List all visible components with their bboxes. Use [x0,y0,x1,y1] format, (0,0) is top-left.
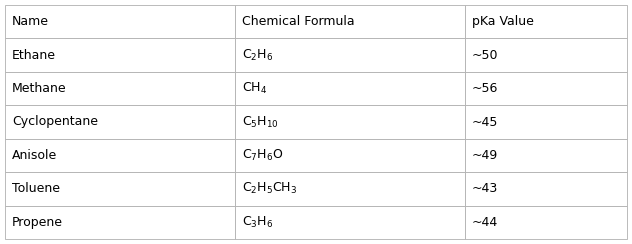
Text: ~49: ~49 [472,149,498,162]
Bar [235,38,465,72]
Text: Methane: Methane [12,82,66,95]
Bar [465,206,627,239]
Bar [465,105,627,139]
Text: Ethane: Ethane [12,49,56,62]
Bar [465,139,627,172]
Bar [5,5,235,38]
Bar [465,5,627,38]
Bar [235,172,465,206]
Text: ~44: ~44 [472,216,498,229]
Text: ~56: ~56 [472,82,499,95]
Bar [5,172,235,206]
Bar [235,72,465,105]
Bar [5,139,235,172]
Bar [235,206,465,239]
Bar [465,38,627,72]
Bar [235,105,465,139]
Bar [235,139,465,172]
Text: C$_5$H$_{10}$: C$_5$H$_{10}$ [242,114,279,130]
Text: pKa Value: pKa Value [472,15,534,28]
Bar [5,105,235,139]
Bar [465,72,627,105]
Text: Name: Name [12,15,49,28]
Text: C$_2$H$_5$CH$_3$: C$_2$H$_5$CH$_3$ [242,181,297,196]
Text: ~50: ~50 [472,49,499,62]
Text: C$_2$H$_6$: C$_2$H$_6$ [242,48,273,63]
Text: Chemical Formula: Chemical Formula [242,15,355,28]
Bar [5,72,235,105]
Text: Toluene: Toluene [12,182,60,195]
Bar [235,5,465,38]
Bar [465,172,627,206]
Text: CH$_4$: CH$_4$ [242,81,267,96]
Text: C$_7$H$_6$O: C$_7$H$_6$O [242,148,283,163]
Text: Cyclopentane: Cyclopentane [12,115,98,129]
Bar [5,38,235,72]
Text: ~45: ~45 [472,115,499,129]
Text: Propene: Propene [12,216,63,229]
Bar [5,206,235,239]
Text: C$_3$H$_6$: C$_3$H$_6$ [242,215,273,230]
Text: ~43: ~43 [472,182,498,195]
Text: Anisole: Anisole [12,149,58,162]
